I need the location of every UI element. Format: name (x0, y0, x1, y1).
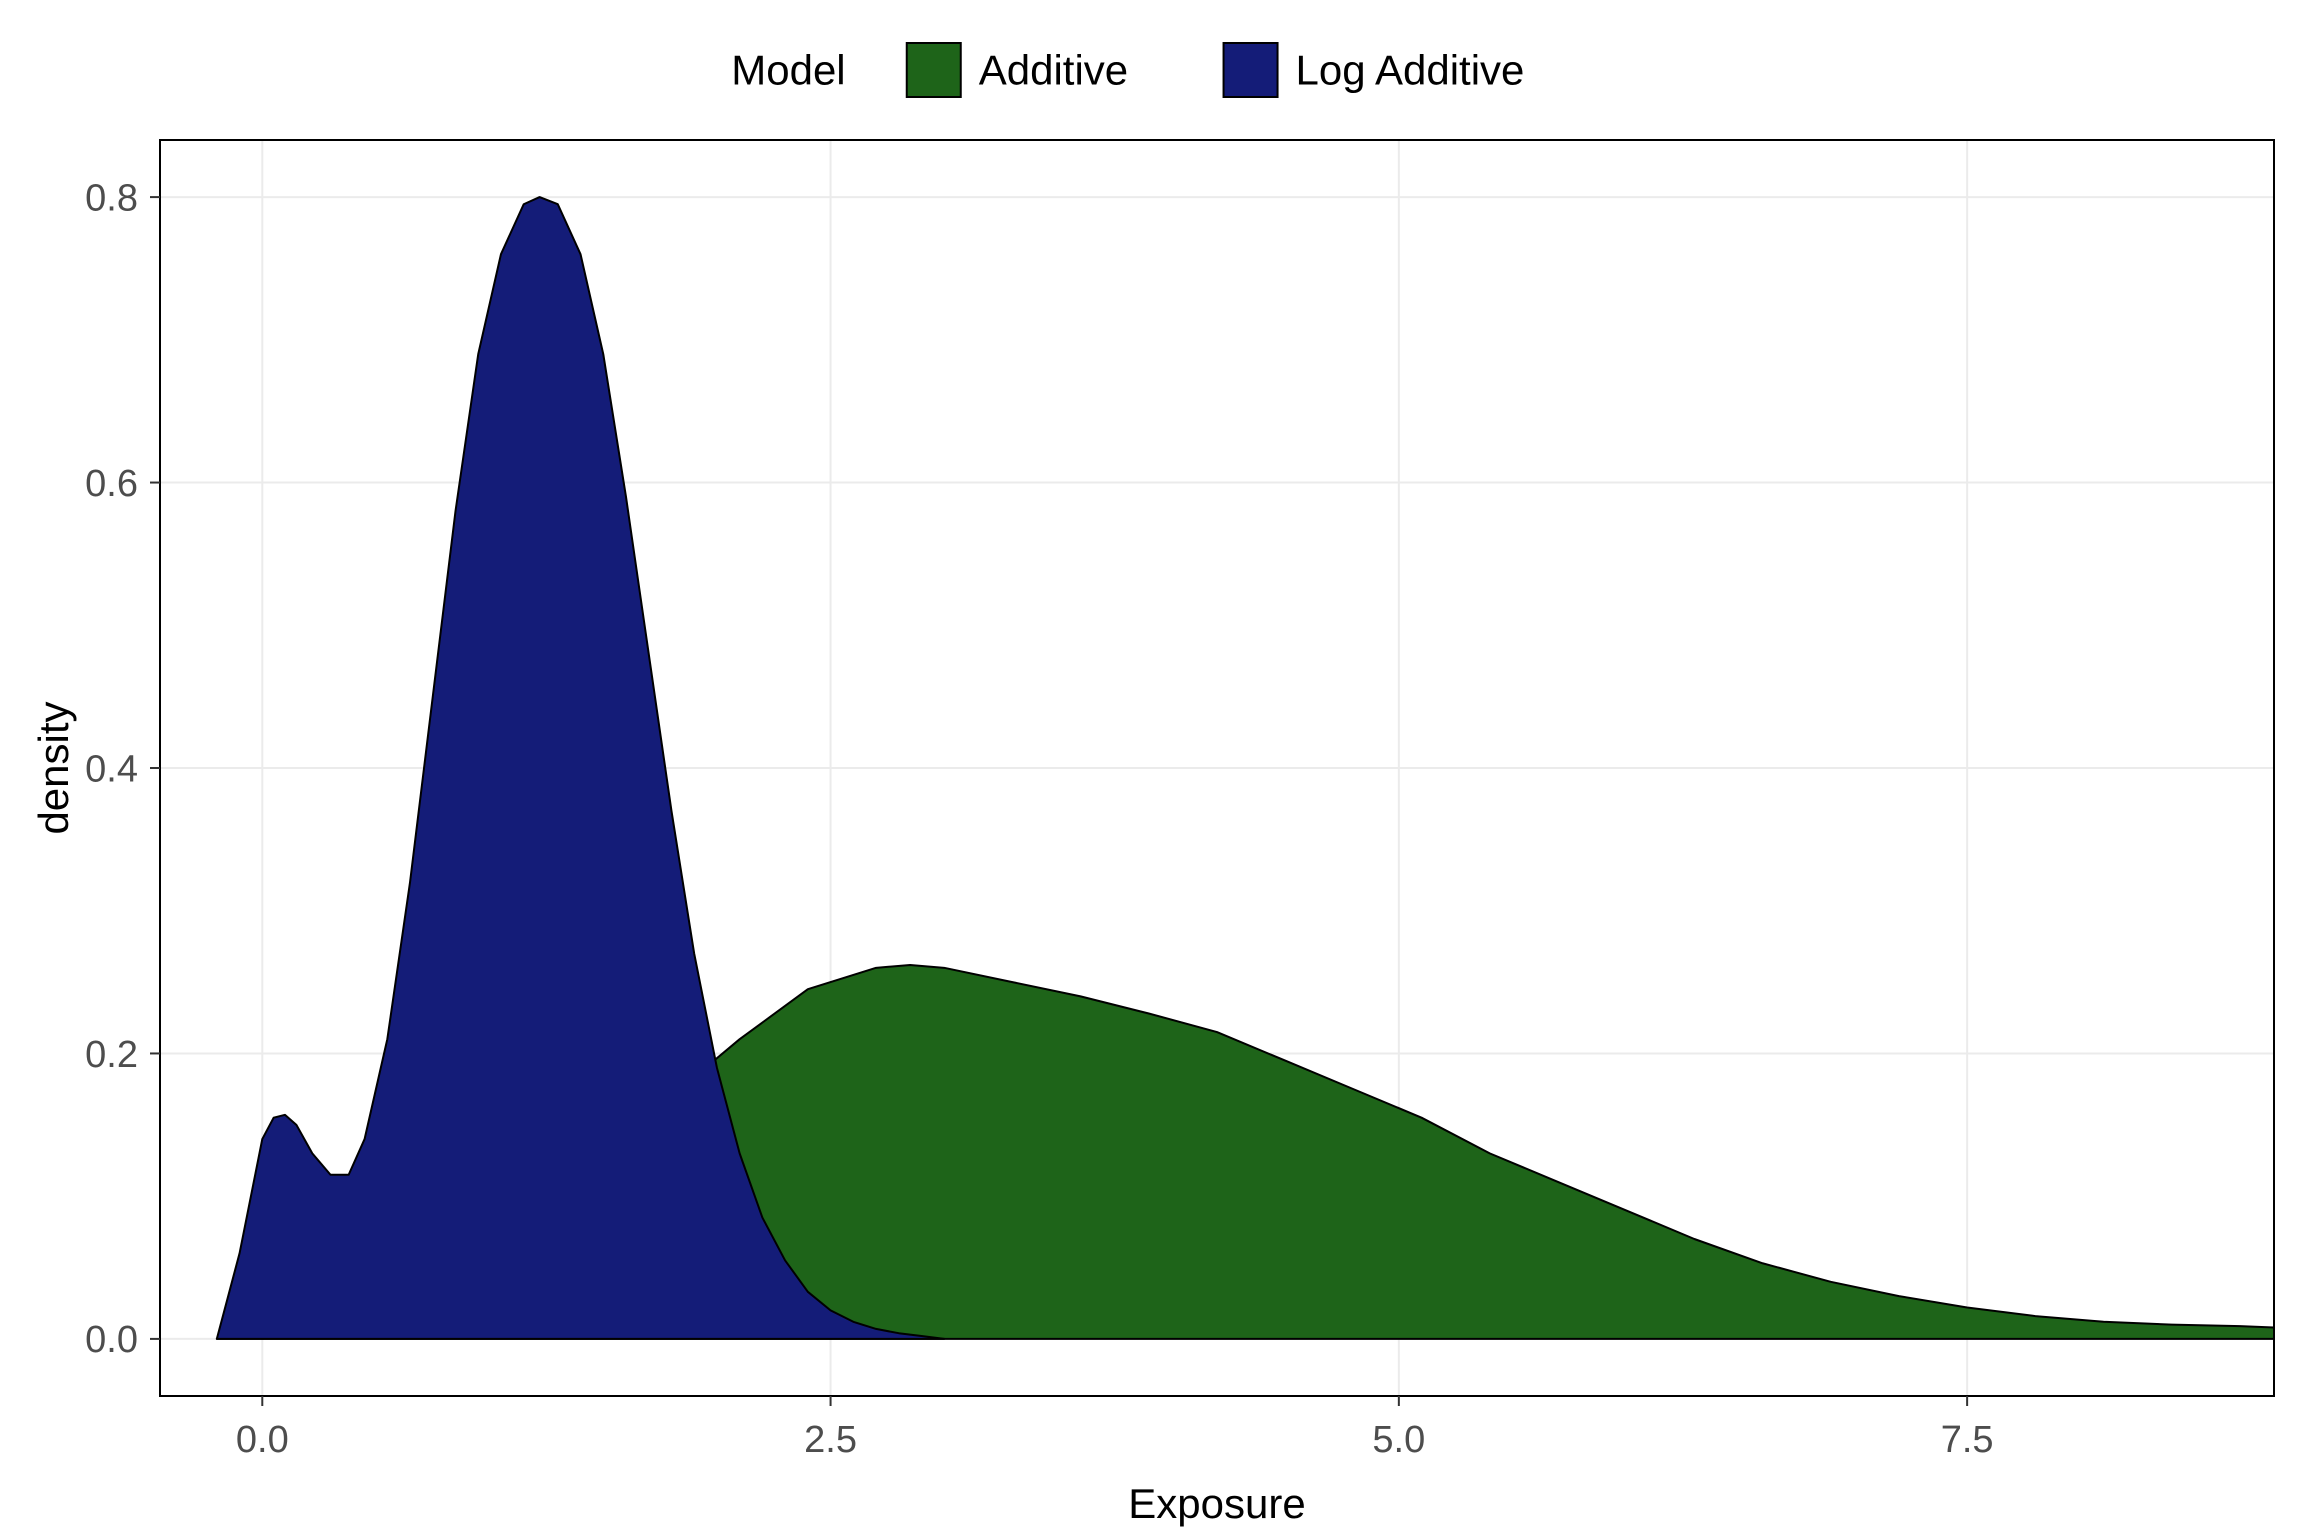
x-tick-label: 0.0 (236, 1419, 289, 1461)
legend-label: Additive (979, 47, 1128, 94)
legend-swatch (907, 43, 961, 97)
x-tick-label: 2.5 (804, 1419, 857, 1461)
y-tick-label: 0.2 (85, 1034, 138, 1076)
y-axis-title: density (30, 701, 77, 834)
x-tick-label: 5.0 (1372, 1419, 1425, 1461)
legend-title: Model (731, 47, 845, 94)
x-axis-title: Exposure (1128, 1480, 1305, 1527)
y-tick-label: 0.8 (85, 177, 138, 219)
y-tick-label: 0.4 (85, 748, 138, 790)
y-tick-label: 0.0 (85, 1319, 138, 1361)
legend-label: Log Additive (1296, 47, 1525, 94)
y-tick-label: 0.6 (85, 463, 138, 505)
x-tick-label: 7.5 (1941, 1419, 1994, 1461)
legend-swatch (1224, 43, 1278, 97)
density-chart: 0.0 2.5 5.0 7.5 0.0 0.2 0.4 0.6 0.8 Exposure densi… (0, 0, 2304, 1536)
chart-svg: 0.0 2.5 5.0 7.5 0.0 0.2 0.4 0.6 0.8 Exposure densi… (0, 0, 2304, 1536)
